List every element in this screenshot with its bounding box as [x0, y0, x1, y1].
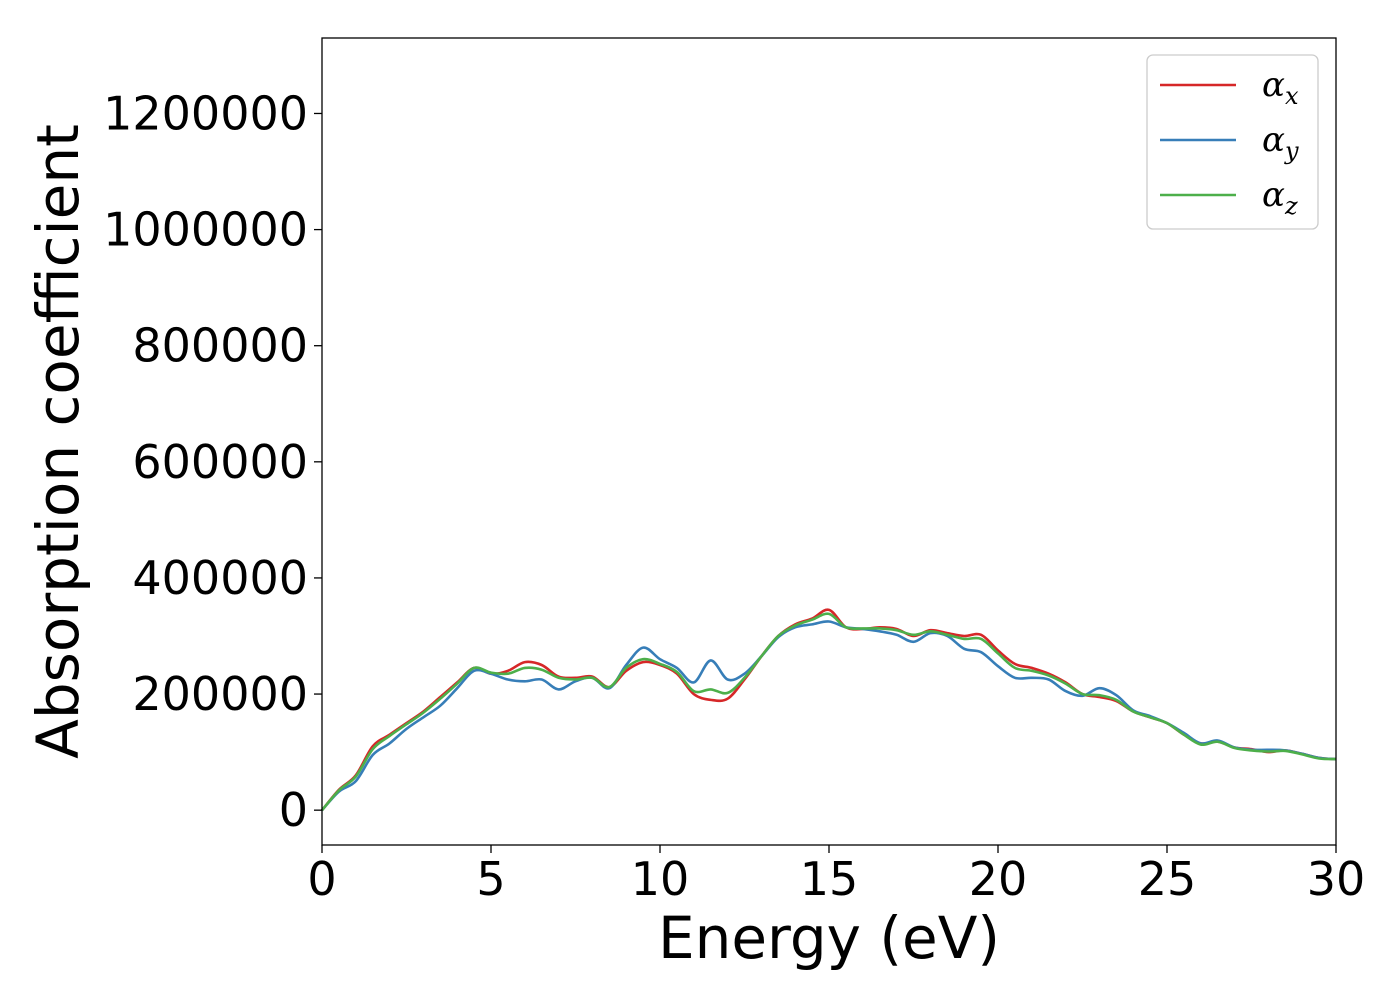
y-tick-label: 400000	[132, 551, 308, 605]
y-axis-ticks: 0 200000 400000 600000 800000 1000000 1200000	[103, 86, 322, 837]
y-tick-label: 600000	[132, 435, 308, 489]
x-axis-ticks: 0 5 10 15 20 25 30	[307, 845, 1365, 906]
x-tick-label: 20	[969, 852, 1028, 906]
y-axis-label: Absorption coefficient	[24, 124, 92, 759]
x-tick-label: 25	[1138, 852, 1197, 906]
series-line-alpha-x	[320, 608, 1337, 812]
plot-lines	[320, 608, 1337, 812]
x-tick-label: 30	[1307, 852, 1366, 906]
legend-label-alpha-z: αz	[1262, 175, 1298, 220]
y-tick-label: 0	[279, 783, 308, 837]
series-line-alpha-z	[321, 612, 1337, 812]
x-tick-label: 15	[800, 852, 859, 906]
y-tick-label: 1000000	[103, 203, 308, 257]
x-tick-label: 5	[476, 852, 505, 906]
x-tick-label: 0	[307, 852, 336, 906]
legend: αx αy αz	[1146, 54, 1319, 230]
legend-box	[1146, 54, 1319, 230]
y-tick-label: 1200000	[103, 86, 308, 140]
legend-label-alpha-y: αy	[1262, 120, 1299, 165]
series-line-alpha-y	[321, 620, 1337, 812]
legend-label-alpha-x: αx	[1262, 65, 1299, 110]
y-tick-label: 200000	[132, 667, 308, 721]
x-tick-label: 10	[631, 852, 690, 906]
y-tick-label: 800000	[132, 319, 308, 373]
x-axis-label: Energy (eV)	[658, 904, 1000, 972]
